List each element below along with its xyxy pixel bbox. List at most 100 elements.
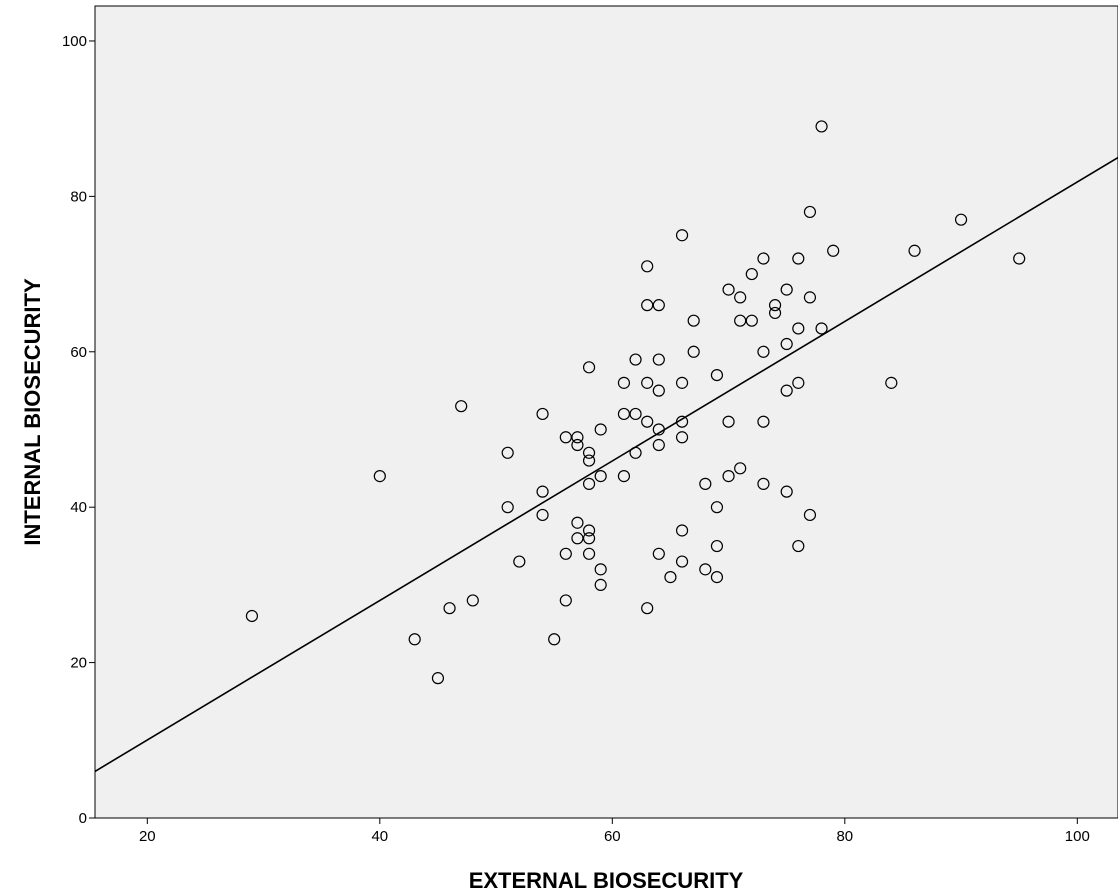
scatter-point — [641, 376, 654, 389]
scatter-point — [792, 252, 805, 265]
scatter-point — [582, 524, 596, 537]
scatter-point — [617, 470, 631, 483]
scatter-point — [652, 423, 665, 436]
scatter-point — [745, 267, 758, 281]
scatter-point — [710, 539, 724, 553]
scatter-point — [629, 407, 642, 421]
y-tick-label: 0 — [79, 810, 87, 827]
scatter-point — [815, 120, 828, 133]
scatter-point — [803, 291, 817, 304]
fit-line-layer — [94, 156, 1118, 773]
scatter-point — [501, 446, 514, 459]
scatter-point — [675, 229, 689, 242]
scatter-point — [885, 376, 898, 389]
scatter-point — [466, 594, 479, 607]
scatter-point — [629, 353, 642, 366]
scatter-point — [734, 462, 747, 475]
scatter-point — [582, 532, 596, 545]
scatter-point — [536, 407, 549, 421]
scatter-point — [431, 672, 445, 685]
scatter-point — [373, 470, 386, 483]
y-axis-title: INTERNAL BIOSECURITY — [20, 278, 45, 546]
scatter-point — [548, 633, 561, 646]
scatter-point — [641, 260, 654, 273]
scatter-point — [780, 283, 793, 296]
scatter-point — [827, 244, 840, 257]
scatter-point — [582, 446, 596, 459]
scatter-point — [734, 314, 747, 327]
scatter-point — [699, 477, 712, 490]
scatter-point — [699, 563, 712, 576]
y-tick-label: 100 — [62, 33, 87, 50]
scatter-point — [745, 314, 758, 327]
scatter-point — [571, 438, 584, 452]
scatter-point — [559, 547, 572, 560]
scatter-point — [734, 291, 747, 304]
scatter-point — [641, 602, 654, 615]
scatter-point — [559, 431, 572, 444]
scatter-point — [582, 477, 596, 490]
x-tick-label: 40 — [371, 828, 388, 845]
scatter-point — [1013, 252, 1026, 265]
scatter-point — [722, 283, 735, 296]
scatter-point — [455, 400, 468, 413]
x-tick-label: 60 — [604, 828, 621, 845]
scatter-point — [780, 384, 793, 397]
scatter-point — [675, 431, 689, 444]
scatter-point — [617, 407, 631, 421]
scatter-point — [757, 252, 770, 265]
scatter-point — [780, 485, 793, 498]
scatter-point — [582, 547, 596, 560]
scatter-point — [652, 438, 665, 452]
points-layer — [245, 120, 1026, 685]
scatter-point — [536, 508, 549, 522]
x-tick-label: 20 — [139, 828, 156, 845]
scatter-point — [245, 609, 259, 623]
scatter-point — [815, 322, 828, 335]
scatter-point — [594, 423, 607, 436]
scatter-point — [641, 415, 654, 428]
scatter-point — [443, 602, 456, 615]
scatter-point — [757, 477, 770, 490]
scatter-point — [768, 299, 782, 312]
scatter-point — [501, 501, 514, 514]
plot-area — [94, 5, 1118, 819]
scatter-point — [675, 415, 689, 428]
y-tick-label: 20 — [70, 655, 87, 672]
scatter-point — [687, 314, 700, 327]
scatter-point — [652, 299, 665, 312]
x-axis-title: EXTERNAL BIOSECURITY — [469, 868, 744, 893]
scatter-point — [710, 368, 724, 382]
scatter-point — [780, 337, 793, 351]
y-tick-label: 40 — [70, 499, 87, 516]
scatter-point — [571, 431, 584, 444]
x-axis-ticks: 20 40 60 80 100 — [139, 818, 1090, 845]
scatter-point — [617, 376, 631, 389]
scatter-point — [571, 516, 584, 529]
scatter-point — [594, 578, 607, 591]
scatter-point — [675, 555, 689, 568]
y-tick-label: 60 — [70, 344, 87, 361]
scatter-point — [408, 633, 421, 646]
scatter-point — [757, 345, 770, 358]
scatter-point — [641, 299, 654, 312]
scatter-point — [675, 376, 689, 389]
scatter-point — [722, 470, 735, 483]
scatter-point — [675, 524, 689, 537]
scatter-point — [722, 415, 735, 428]
scatter-point — [792, 539, 805, 553]
scatter-point — [710, 571, 724, 584]
scatter-point — [768, 306, 782, 320]
scatter-point — [652, 353, 665, 366]
scatter-point — [803, 205, 817, 219]
scatter-point — [582, 361, 596, 374]
scatter-point — [594, 470, 607, 483]
scatter-point — [954, 213, 968, 226]
scatter-point — [792, 322, 805, 335]
scatter-point — [571, 532, 584, 545]
scatter-point — [687, 345, 700, 358]
scatter-point — [664, 571, 677, 584]
scatter-point — [652, 384, 665, 397]
scatter-point — [513, 555, 526, 568]
